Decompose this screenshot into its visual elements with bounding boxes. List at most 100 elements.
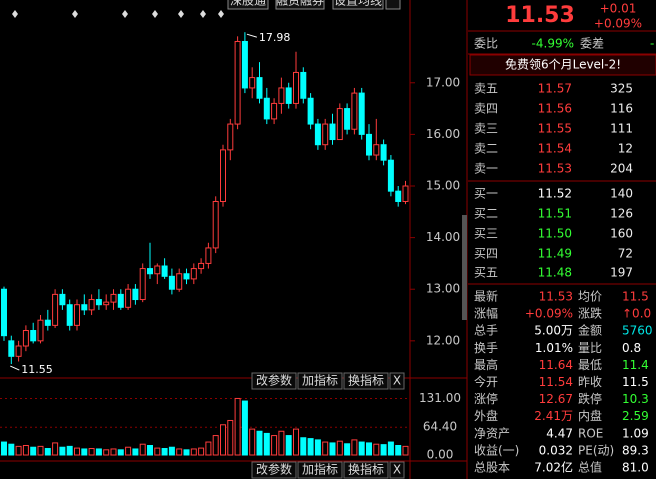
stat-label: 换手	[474, 341, 498, 355]
book-volume: 116	[610, 102, 633, 116]
book-price: 11.51	[538, 207, 572, 221]
volume-bar	[329, 442, 336, 456]
candle-body	[380, 144, 387, 161]
scroll-handle[interactable]	[462, 215, 467, 320]
indicator-button-label[interactable]: 加指标	[302, 373, 338, 388]
indicator-button-label[interactable]: X	[393, 463, 401, 477]
indicator-button[interactable]	[389, 372, 405, 390]
indicator-button[interactable]	[251, 372, 297, 390]
candle-body	[44, 319, 51, 326]
indicator-button-label[interactable]: 改参数	[256, 462, 292, 477]
candle-body	[37, 319, 44, 342]
stat-label: 内盘	[578, 408, 602, 423]
volume-bar	[139, 443, 146, 456]
stat-value: 0.8	[622, 341, 641, 355]
volume-bar	[176, 448, 183, 456]
stat-value: 2.41万	[534, 409, 573, 423]
volume-bar	[314, 439, 321, 456]
volume-bar	[198, 447, 205, 456]
indicator-button-label[interactable]: 换指标	[348, 462, 384, 477]
toolbar-label[interactable]: 设置均线	[334, 0, 382, 8]
candle-body	[366, 133, 372, 156]
book-volume: 204	[610, 162, 633, 176]
volume-bar	[168, 446, 175, 456]
candle-body	[329, 123, 336, 141]
candle-body	[358, 92, 365, 135]
candle-body	[322, 123, 329, 146]
indicator-button[interactable]	[389, 461, 405, 479]
toolbar-button[interactable]	[227, 0, 269, 10]
book-label: 卖五	[474, 82, 498, 96]
candle-body	[8, 340, 15, 357]
dropdown[interactable]	[385, 0, 401, 10]
volume-bar	[336, 440, 343, 456]
stat-label: 今开	[474, 374, 498, 389]
indicator-button[interactable]	[343, 461, 389, 479]
book-label: 买一	[474, 187, 498, 201]
candle-body	[344, 108, 351, 130]
candle-body	[300, 71, 307, 99]
candle-body	[293, 71, 299, 104]
volume-tick-label: 131.00	[419, 391, 461, 405]
stat-label: 总手	[474, 324, 498, 338]
candle-body	[402, 185, 409, 202]
book-price: 11.52	[538, 187, 572, 201]
volume-bar	[30, 446, 37, 456]
min-label: 11.55	[21, 363, 53, 376]
candle-body	[190, 268, 197, 280]
candle-body	[103, 301, 110, 306]
volume-bar	[241, 400, 248, 456]
stat-label: 外盘	[474, 408, 498, 423]
indicator-button[interactable]	[297, 461, 343, 479]
stat-label: 收益(一)	[474, 443, 519, 457]
volume-bar	[220, 424, 226, 456]
stat-value: 0.032	[539, 443, 573, 457]
volume-bar	[322, 441, 329, 456]
stat-label: 总值	[578, 460, 602, 475]
candle-body	[59, 293, 66, 306]
ad-banner[interactable]	[469, 54, 656, 76]
indicator-button-label[interactable]: X	[393, 374, 401, 388]
candle-body	[52, 293, 59, 326]
ad-text[interactable]: 免费领6个月Level-2!	[505, 57, 621, 72]
y-tick-label: 17.00	[426, 75, 460, 89]
toolbar-button[interactable]	[275, 0, 325, 10]
volume-bar	[74, 447, 80, 456]
volume-bar	[15, 445, 22, 456]
indicator-button-label[interactable]: 加指标	[302, 462, 338, 477]
stat-value: 5760	[622, 324, 653, 338]
volume-bar	[387, 441, 394, 456]
book-volume: 111	[610, 122, 633, 136]
volume-tick-label: 64.40	[423, 420, 457, 434]
book-volume: 126	[610, 207, 633, 221]
indicator-button[interactable]	[297, 372, 343, 390]
volume-bar	[366, 442, 372, 456]
indicator-button[interactable]	[251, 461, 297, 479]
toolbar-button[interactable]	[332, 0, 384, 10]
stat-value: 11.53	[539, 290, 573, 304]
book-price: 11.50	[538, 227, 572, 241]
volume-bar	[402, 445, 409, 456]
volume-bar	[373, 443, 380, 456]
indicator-button-label[interactable]: 换指标	[348, 373, 384, 388]
stat-value: +0.09%	[525, 307, 573, 321]
book-price: 11.49	[538, 247, 572, 261]
indicator-button[interactable]	[343, 372, 389, 390]
max-arrow	[246, 33, 258, 38]
volume-bar	[183, 449, 190, 456]
toolbar-label[interactable]: 融资融券	[276, 0, 324, 8]
candle-body	[183, 273, 190, 280]
book-label: 卖四	[474, 102, 498, 116]
stat-label: 均价	[578, 290, 602, 304]
volume-bar	[380, 444, 387, 456]
candle-body	[154, 265, 161, 275]
book-label: 买四	[474, 247, 498, 261]
event-markers	[12, 10, 224, 18]
indicator-button-label[interactable]: 改参数	[256, 373, 292, 388]
toolbar-label[interactable]: 深股通	[230, 0, 266, 8]
volume-tick-label: 0.00	[427, 448, 454, 462]
volume-bar	[285, 435, 292, 456]
candle-body	[132, 288, 139, 301]
